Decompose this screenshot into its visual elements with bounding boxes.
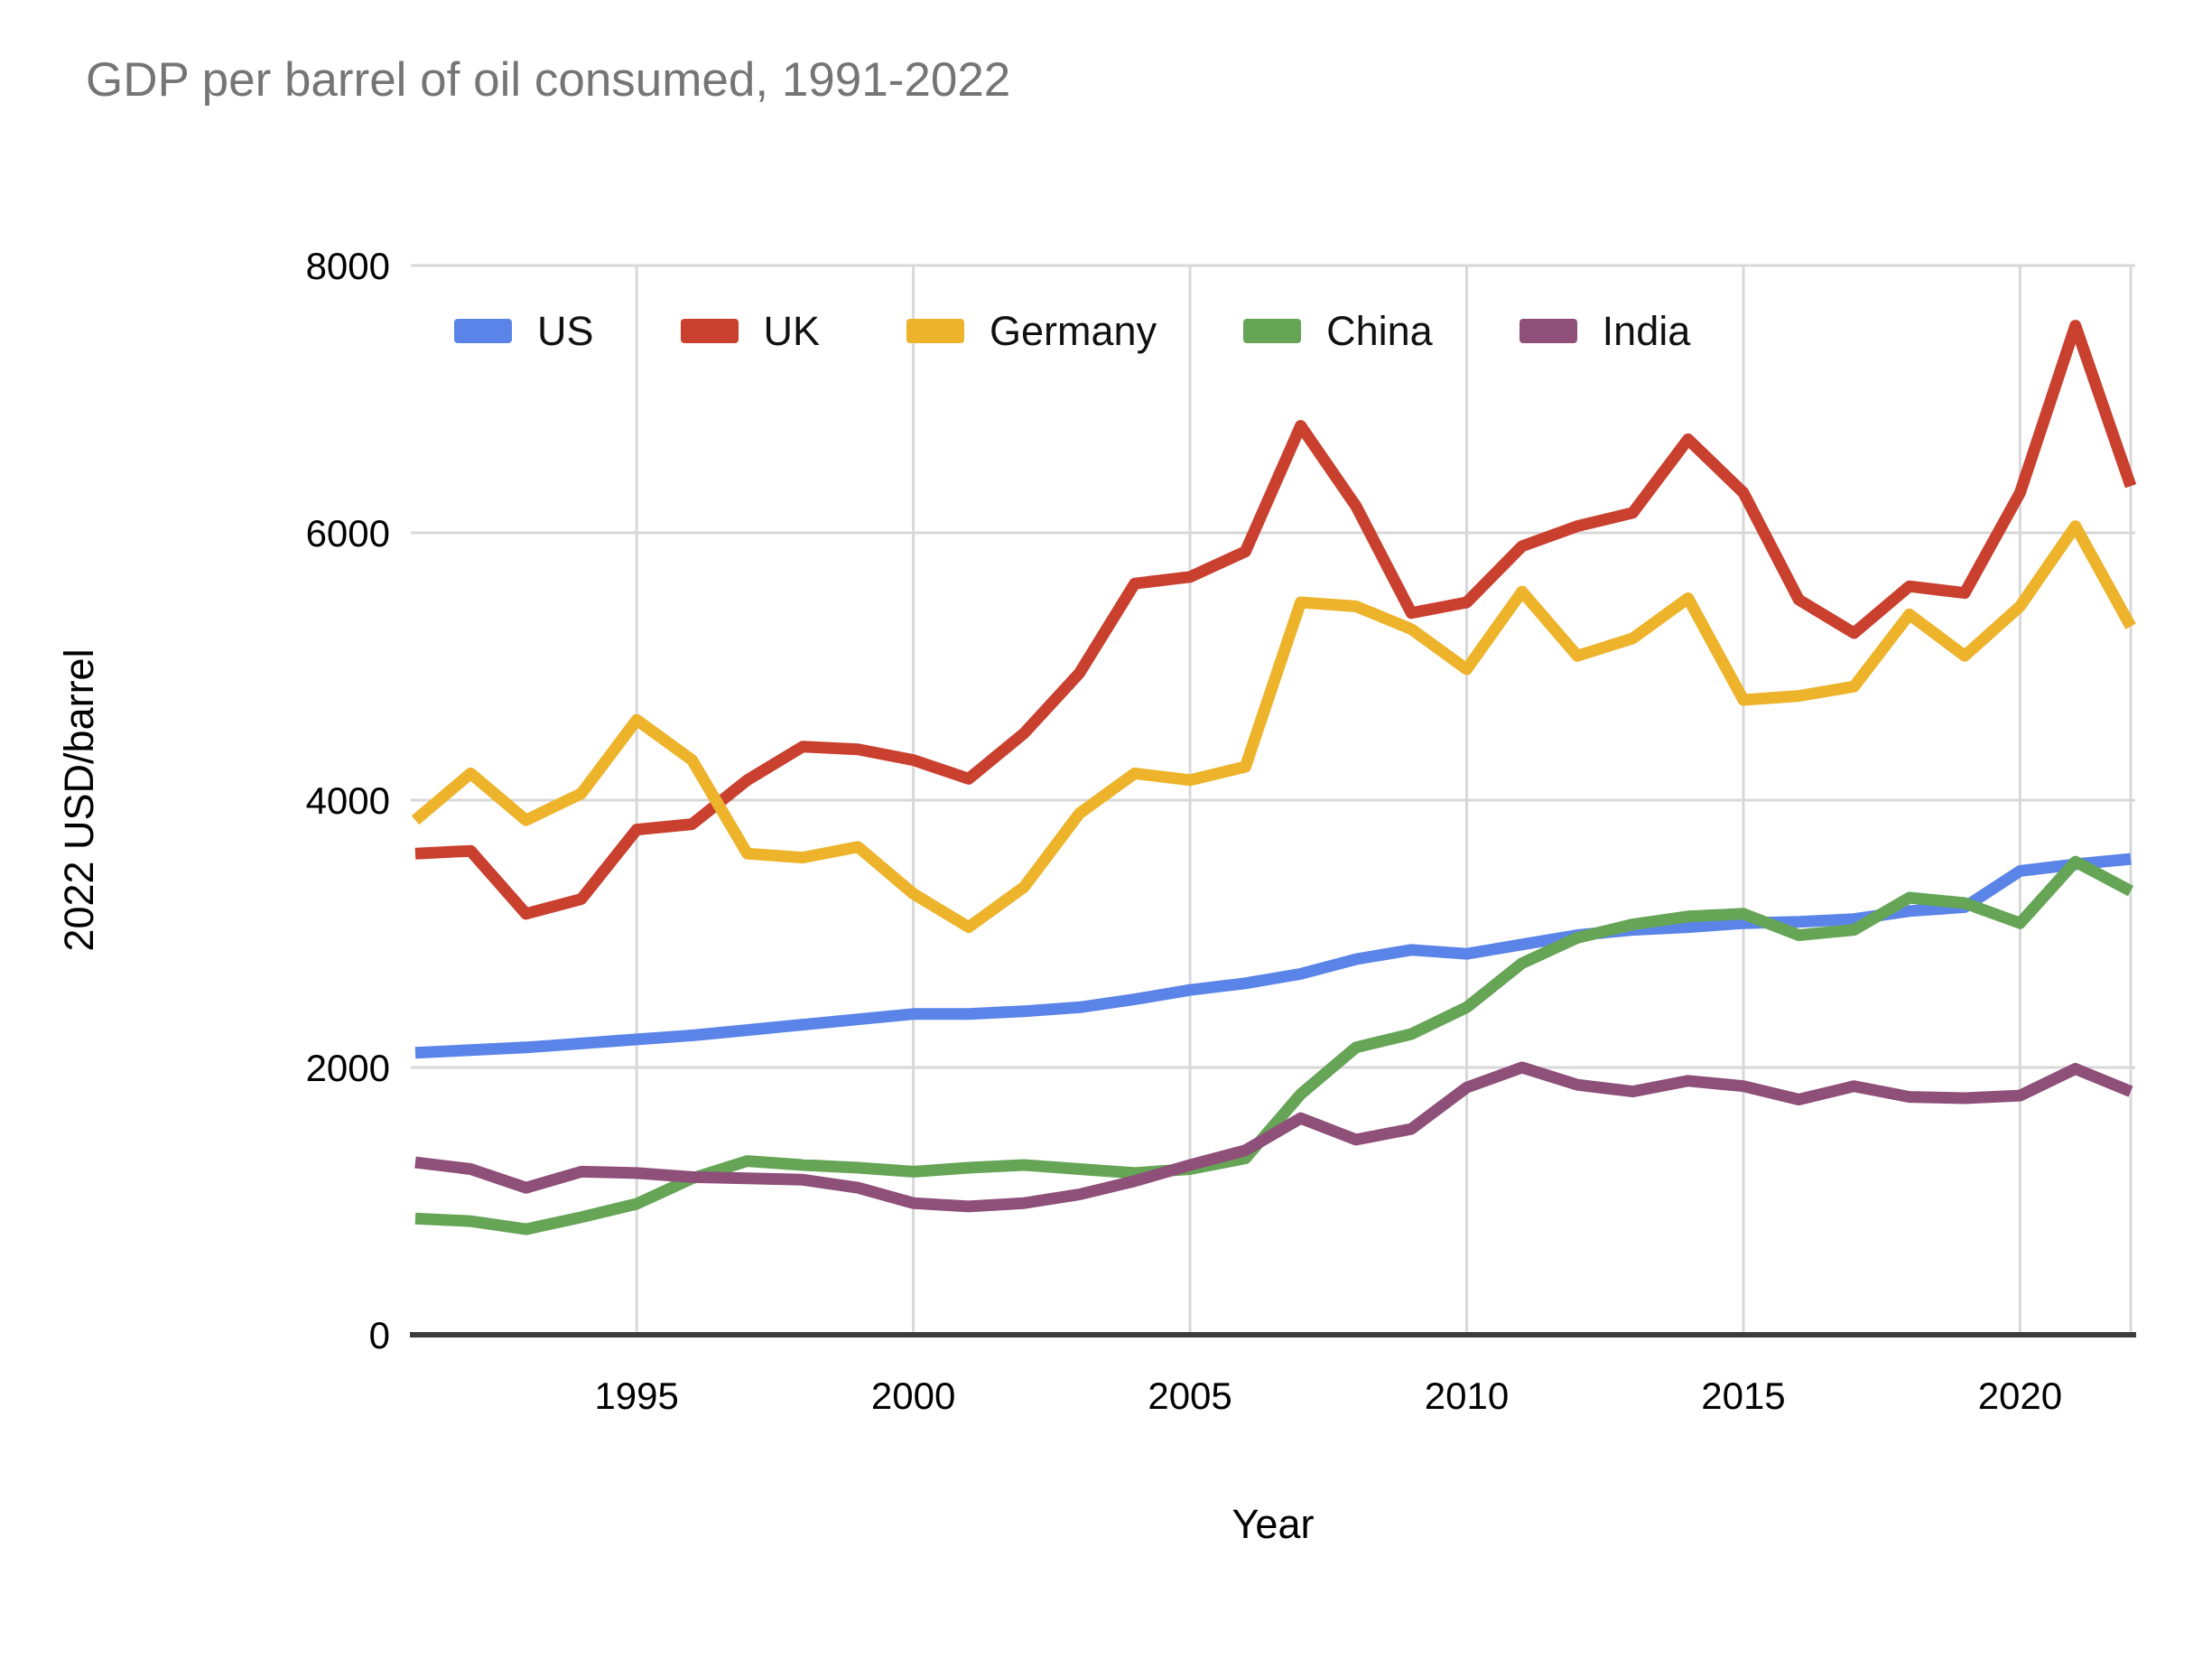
legend-swatch-uk <box>680 319 739 343</box>
legend-label-us: US <box>537 308 594 354</box>
x-tick-label-2010: 2010 <box>1425 1375 1509 1417</box>
y-tick-label-4000: 4000 <box>306 779 390 822</box>
legend-item-india: India <box>1519 308 1691 354</box>
legend-label-india: India <box>1602 308 1691 354</box>
legend-label-uk: UK <box>763 308 821 354</box>
x-tick-label-2015: 2015 <box>1701 1375 1785 1417</box>
legend-swatch-germany <box>906 319 965 343</box>
x-tick-label-1995: 1995 <box>594 1375 678 1417</box>
series-line-us <box>414 853 2132 1059</box>
y-tick-label-8000: 8000 <box>306 245 390 287</box>
x-axis-title: Year <box>1231 1501 1315 1547</box>
legend-item-us: US <box>454 311 594 351</box>
series-line-india <box>414 1061 2133 1213</box>
x-tick-label-2000: 2000 <box>871 1375 955 1417</box>
legend-label-germany: Germany <box>990 308 1157 354</box>
legend-item-uk: UK <box>680 308 821 354</box>
series-line-uk <box>414 320 2137 920</box>
x-tick-label-2005: 2005 <box>1148 1375 1231 1417</box>
legend-swatch-us <box>454 319 512 343</box>
chart-legend: US UK Germany China India <box>454 311 1690 351</box>
legend-swatch-china <box>1243 319 1302 343</box>
legend-swatch-india <box>1519 319 1577 343</box>
legend-item-china: China <box>1243 311 1433 351</box>
x-tick-label-2020: 2020 <box>1978 1375 2062 1417</box>
series-line-germany <box>411 520 2136 934</box>
y-tick-label-0: 0 <box>369 1314 390 1356</box>
y-tick-label-6000: 6000 <box>306 512 390 555</box>
y-tick-label-2000: 2000 <box>306 1047 390 1089</box>
legend-item-germany: Germany <box>906 311 1157 351</box>
legend-label-china: China <box>1326 308 1433 354</box>
chart-title: GDP per barrel of oil consumed, 1991-202… <box>86 53 1011 107</box>
y-axis-title-text: 2022 USD/barrel <box>56 648 102 952</box>
